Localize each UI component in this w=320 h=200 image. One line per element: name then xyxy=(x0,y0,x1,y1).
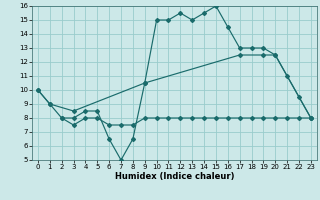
X-axis label: Humidex (Indice chaleur): Humidex (Indice chaleur) xyxy=(115,172,234,181)
